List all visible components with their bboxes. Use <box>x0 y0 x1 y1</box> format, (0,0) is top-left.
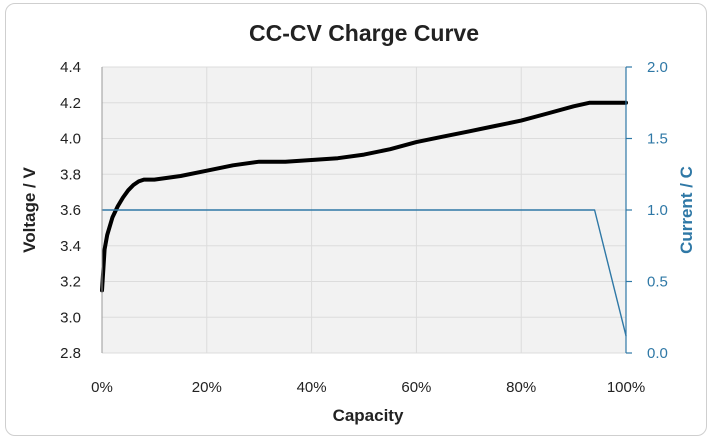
chart-frame: 2.8 3.0 3.2 3.4 3.6 3.8 4.0 4.2 4.4 0% 20% 40% 60% 80… <box>5 3 707 436</box>
x-tick-label: 100% <box>607 379 645 396</box>
voltage-series-line <box>100 100 628 293</box>
y-tick-label: 4.0 <box>60 131 81 148</box>
x-axis-label: Capacity <box>333 406 404 425</box>
ticks: 2.8 3.0 3.2 3.4 3.6 3.8 4.0 4.2 4.4 0% 20% 40% 60% 80… <box>60 59 668 396</box>
current-series-line <box>101 209 627 337</box>
y-tick-label: 3.4 <box>60 238 81 255</box>
series-layer <box>100 100 628 337</box>
y2-axis-label: Current / C <box>677 166 696 254</box>
y2-tick-label: 1.5 <box>647 131 668 148</box>
y-tick-label: 3.6 <box>60 202 81 219</box>
chart: 2.8 3.0 3.2 3.4 3.6 3.8 4.0 4.2 4.4 0% 20% 40% 60% 80… <box>20 20 696 425</box>
y-tick-label: 3.8 <box>60 166 81 183</box>
y2-tick-label: 0.0 <box>647 345 668 362</box>
y2-tick-label: 2.0 <box>647 59 668 76</box>
x-tick-label: 80% <box>506 379 536 396</box>
y-tick-label: 4.2 <box>60 95 81 112</box>
y-tick-label: 4.4 <box>60 59 81 76</box>
y2-tick-label: 1.0 <box>647 202 668 219</box>
y-tick-label: 3.2 <box>60 274 81 291</box>
y-tick-label: 2.8 <box>60 345 81 362</box>
x-tick-label: 40% <box>297 379 327 396</box>
chart-title: CC-CV Charge Curve <box>249 20 479 46</box>
x-tick-label: 0% <box>91 379 113 396</box>
y-tick-label: 3.0 <box>60 309 81 326</box>
y2-tick-label: 0.5 <box>647 274 668 291</box>
x-tick-label: 60% <box>401 379 431 396</box>
x-tick-label: 20% <box>192 379 222 396</box>
y-axis-label: Voltage / V <box>20 167 39 253</box>
